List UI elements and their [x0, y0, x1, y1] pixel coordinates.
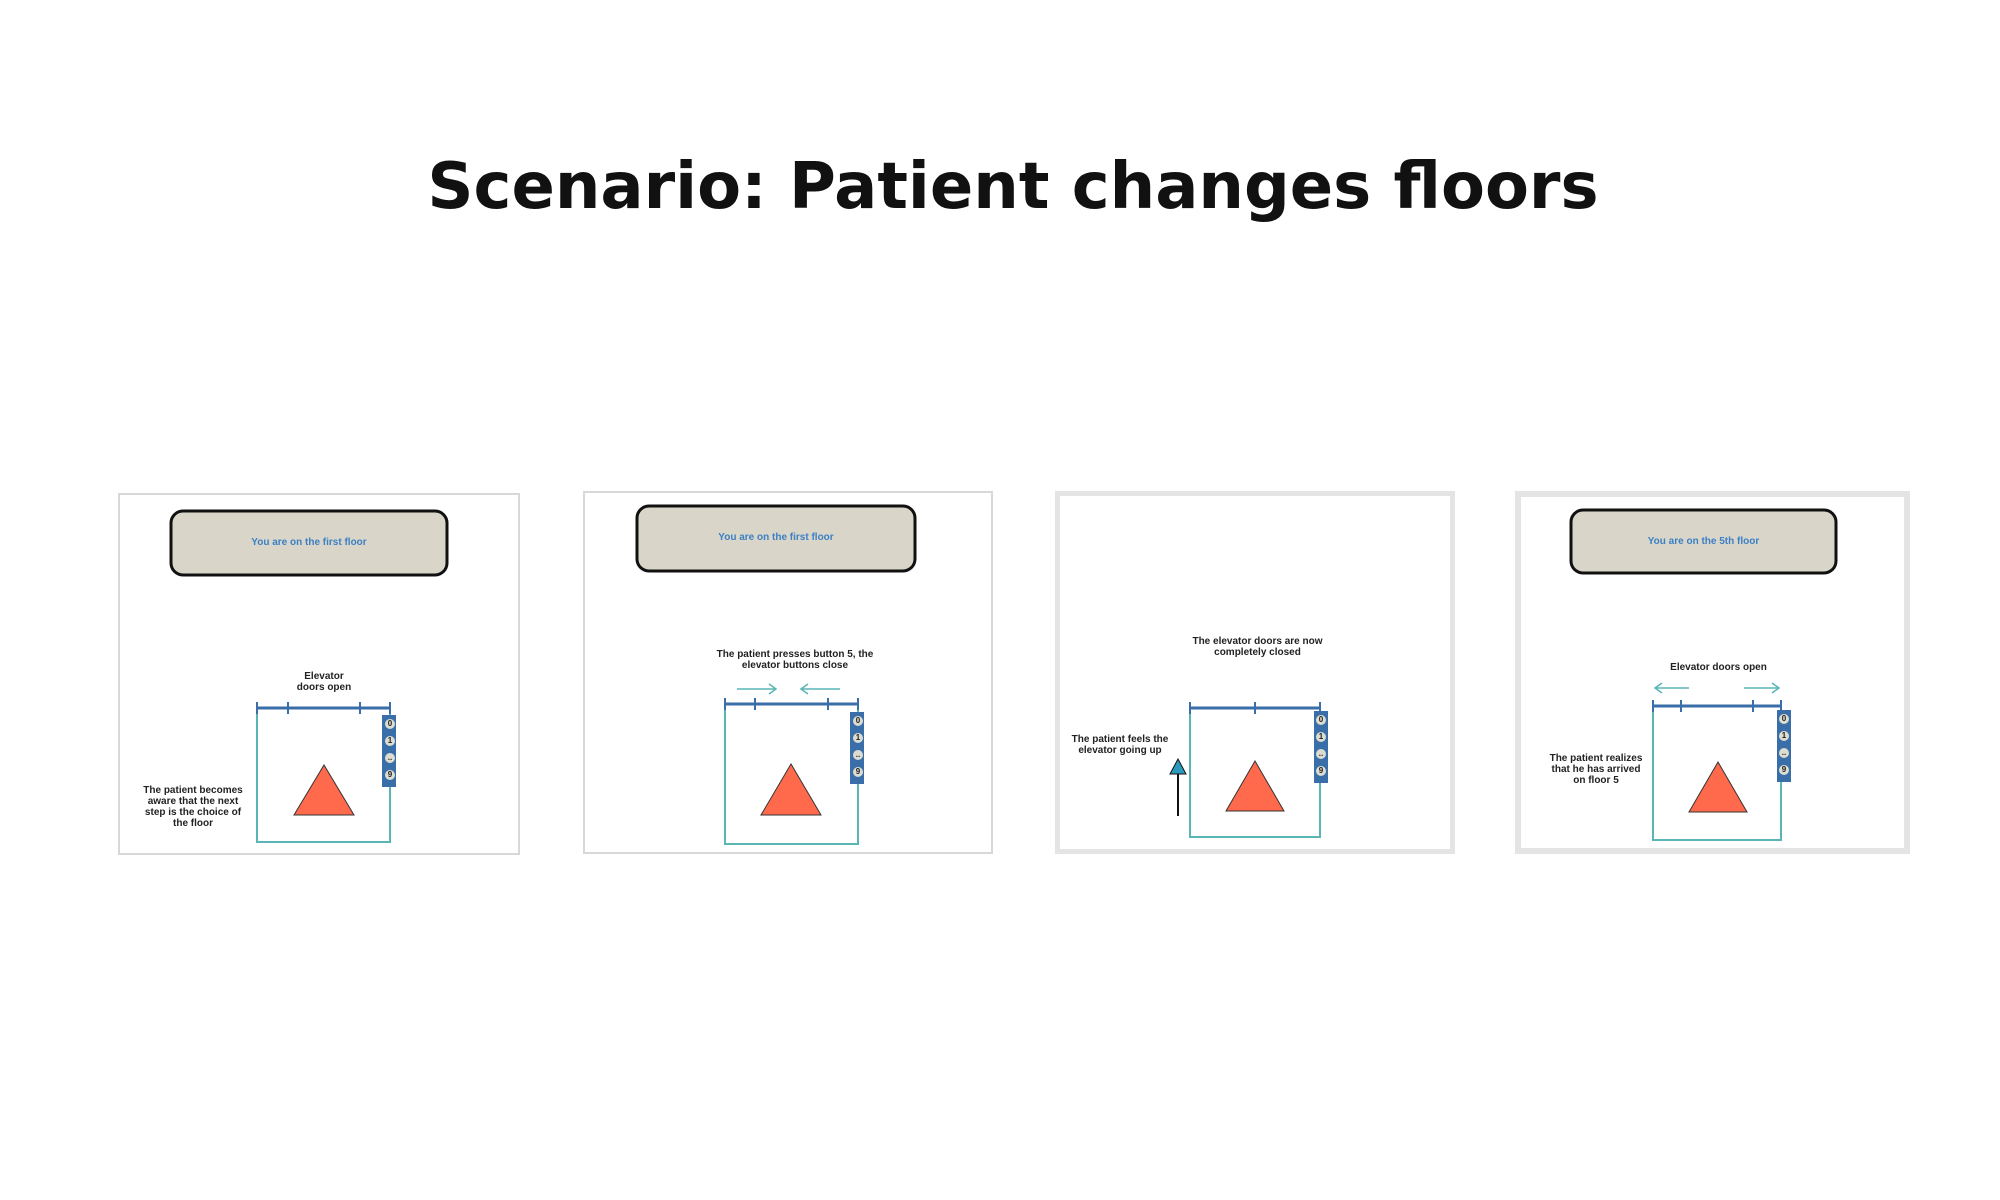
closing-arrow-right	[799, 683, 840, 695]
page-title: Scenario: Patient changes floors	[427, 150, 1599, 224]
status-box	[169, 509, 449, 577]
doors-caption: Elevator doors open	[296, 671, 352, 693]
patient-triangle	[1688, 761, 1748, 813]
closing-arrow-left	[737, 683, 778, 695]
floor-button-1[interactable]: 1	[1316, 732, 1326, 742]
patient-caption: The patient realizes that he has arrived…	[1549, 753, 1643, 786]
panel-1-drawing	[169, 509, 449, 843]
patient-triangle	[1225, 760, 1285, 812]
floor-button-1[interactable]: 1	[853, 733, 863, 743]
floor-button-1[interactable]: 1	[1779, 731, 1789, 741]
up-arrow-icon	[1169, 757, 1187, 816]
floor-button-ellipsis[interactable]: ..	[385, 753, 395, 763]
floor-button-ellipsis[interactable]: ..	[853, 750, 863, 760]
floor-button-0[interactable]: 0	[1316, 715, 1326, 725]
floor-button-0[interactable]: 0	[853, 716, 863, 726]
button-panel	[850, 712, 864, 784]
floor-button-ellipsis[interactable]: ..	[1316, 749, 1326, 759]
floor-button-9[interactable]: 9	[385, 770, 395, 780]
button-panel	[1777, 710, 1791, 782]
button-panel	[382, 715, 396, 787]
patient-caption: The patient feels the elevator going up	[1071, 734, 1169, 756]
scenario-panel-1: You are on the first floor Elevator door…	[118, 493, 520, 855]
panel-4-drawing	[1569, 508, 1838, 841]
floor-button-ellipsis[interactable]: ..	[1779, 748, 1789, 758]
patient-triangle	[760, 763, 822, 816]
scenario-panel-4: You are on the 5th floor Elevator doors …	[1515, 491, 1910, 854]
status-text: You are on the first floor	[718, 532, 834, 543]
doors-caption: The elevator doors are now completely cl…	[1192, 636, 1323, 658]
patient-triangle	[293, 764, 355, 816]
button-panel	[1314, 711, 1328, 783]
panel-2-drawing	[635, 504, 917, 845]
floor-button-9[interactable]: 9	[1316, 766, 1326, 776]
floor-button-9[interactable]: 9	[1779, 765, 1789, 775]
status-box	[635, 504, 917, 573]
panel-3-drawing	[1169, 702, 1328, 838]
scenario-panel-3: The elevator doors are now completely cl…	[1055, 491, 1455, 854]
floor-button-1[interactable]: 1	[385, 736, 395, 746]
scenario-panel-2: You are on the first floor The patient p…	[583, 491, 993, 854]
floor-button-0[interactable]: 0	[385, 719, 395, 729]
status-text: You are on the first floor	[251, 537, 367, 548]
opening-arrow-left	[1653, 682, 1689, 694]
status-text: You are on the 5th floor	[1647, 536, 1760, 547]
floor-button-9[interactable]: 9	[853, 767, 863, 777]
doors-caption: The patient presses button 5, the elevat…	[716, 649, 874, 671]
patient-caption: The patient becomes aware that the next …	[143, 785, 243, 829]
status-box	[1569, 508, 1838, 575]
opening-arrow-right	[1744, 682, 1781, 694]
floor-button-0[interactable]: 0	[1779, 714, 1789, 724]
doors-caption: Elevator doors open	[1670, 662, 1767, 673]
